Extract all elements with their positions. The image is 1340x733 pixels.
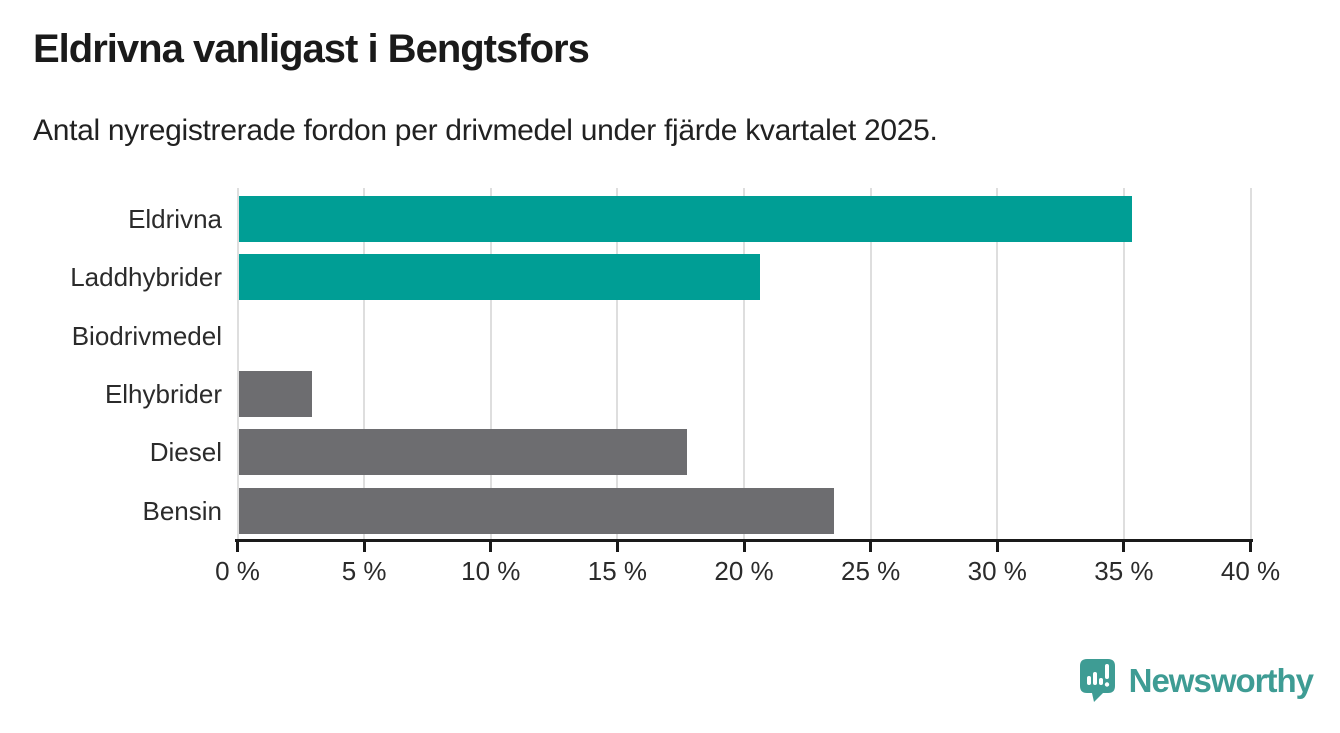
x-tick-mark: [615, 539, 619, 552]
gridline: [1122, 188, 1125, 539]
x-tick-label: 10 %: [461, 556, 521, 586]
gridline: [363, 188, 366, 539]
gridline: [489, 188, 492, 539]
x-tick-mark: [995, 539, 999, 552]
chart-subtitle: Antal nyregistrerade fordon per drivmede…: [33, 114, 938, 147]
gridline: [743, 188, 745, 539]
gridline: [1249, 188, 1252, 539]
bar: [238, 196, 1133, 242]
bar: [238, 254, 761, 301]
x-tick-mark: [1122, 539, 1126, 552]
category-label: Eldrivna: [128, 204, 222, 234]
gridline: [996, 188, 999, 539]
gridline: [236, 188, 239, 539]
x-tick-label: 0 %: [215, 556, 260, 586]
x-tick-mark: [236, 539, 239, 552]
x-tick-label: 20 %: [714, 556, 774, 586]
x-tick-label: 5 %: [341, 556, 387, 586]
bar: [238, 487, 834, 534]
x-tick-mark: [742, 539, 746, 552]
x-tick-label: 40 %: [1220, 556, 1281, 586]
chart-title: Eldrivna vanligast i Bengtsfors: [33, 27, 590, 71]
category-label: Elhybrider: [104, 379, 222, 410]
category-label: Biodrivmedel: [71, 320, 222, 351]
gridline: [869, 188, 872, 539]
gridline: [616, 188, 619, 539]
x-tick-mark: [869, 539, 873, 552]
x-tick-label: 15 %: [587, 556, 648, 586]
category-label: Laddhybrider: [70, 262, 222, 293]
newsworthy-logo: Newsworthy: [1079, 658, 1314, 703]
x-tick-mark: [362, 539, 366, 552]
x-tick-mark: [1249, 539, 1252, 552]
x-tick-label: 35 %: [1094, 556, 1154, 586]
x-tick-label: 25 %: [840, 556, 901, 586]
newsworthy-pin-barchart-icon: [1079, 658, 1116, 703]
x-tick-label: 30 %: [967, 556, 1027, 586]
bar: [238, 371, 312, 418]
newsworthy-logo-text: Newsworthy: [1128, 661, 1314, 699]
x-tick-mark: [489, 539, 493, 552]
category-label: Diesel: [149, 437, 222, 468]
bar: [238, 429, 687, 476]
category-label: Bensin: [142, 495, 223, 526]
